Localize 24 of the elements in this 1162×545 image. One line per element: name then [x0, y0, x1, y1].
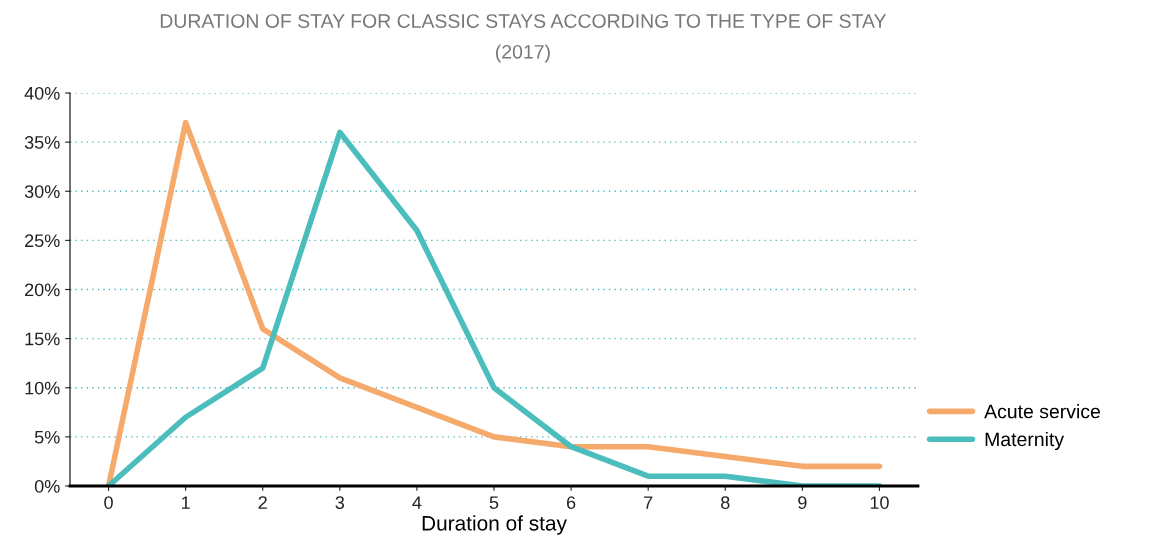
x-tick-label: 5: [489, 496, 499, 509]
y-tick-label: 30%: [24, 185, 60, 198]
y-tick-label: 40%: [24, 86, 60, 100]
y-tick-label: 20%: [25, 283, 60, 297]
x-tick-label: 2: [258, 496, 267, 509]
x-tick-label: 1: [181, 496, 190, 509]
x-axis-title: Duration of stay: [422, 515, 567, 535]
legend-label: Acute service: [984, 404, 1100, 419]
y-tick-label: 0%: [34, 479, 60, 493]
y-tick-label: 5%: [34, 430, 60, 444]
x-tick-label: 10: [870, 496, 889, 509]
x-tick-label: 3: [335, 496, 345, 509]
x-tick-label: 4: [412, 496, 422, 509]
y-tick-label: 35%: [24, 136, 60, 149]
x-tick-label: 7: [644, 496, 653, 509]
x-tick-label: 0: [104, 496, 113, 509]
y-tick-label: 25%: [25, 234, 60, 248]
y-tick-label: 10%: [25, 381, 60, 395]
x-tick-label: 9: [798, 496, 807, 509]
x-tick-label: 6: [566, 496, 576, 509]
chart-title: DURATION OF STAY FOR CLASSIC STAYS ACCORDING TO THE TYPE OF STAY (2017): [160, 14, 887, 63]
y-tick-label: 15%: [25, 332, 60, 346]
x-tick-label: 8: [721, 496, 730, 509]
legend-label: Maternity: [985, 431, 1065, 451]
